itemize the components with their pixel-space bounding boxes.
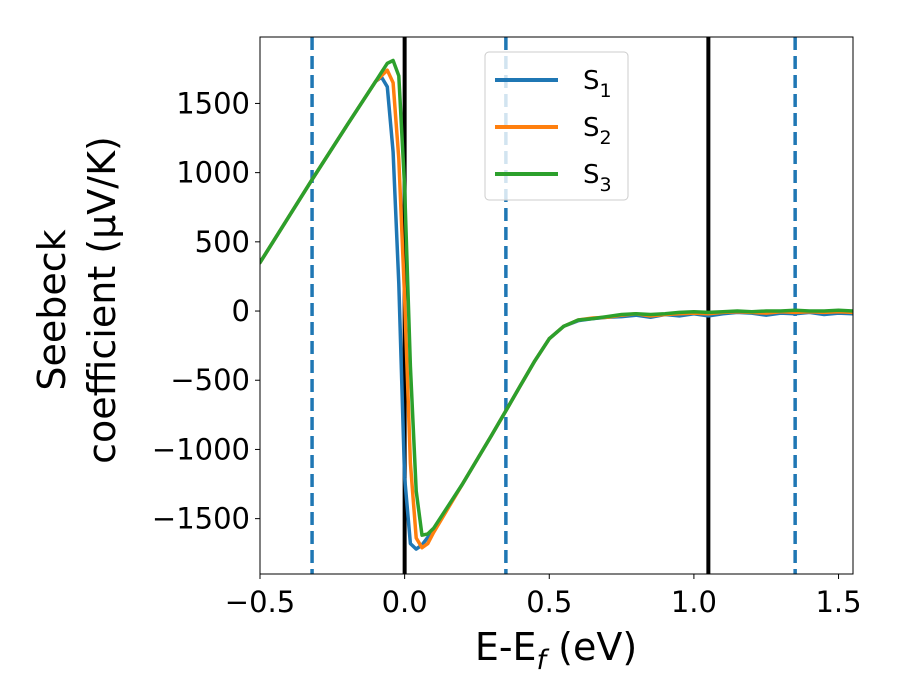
x-tick-label: −0.5: [225, 585, 295, 619]
y-tick-label: 500: [195, 225, 250, 259]
y-tick-label: 0: [232, 294, 250, 328]
x-axis-title: E-Ef (eV): [475, 625, 637, 676]
y-tick-label: −1500: [152, 502, 250, 536]
x-tick-label: 0.0: [382, 585, 428, 619]
y-tick-label: 1000: [176, 156, 250, 190]
x-tick-label: 0.5: [526, 585, 572, 619]
plot-frame: [259, 36, 854, 575]
x-tick-label: 1.0: [671, 585, 717, 619]
y-tick-label: 1500: [176, 86, 250, 120]
series-line-s3: [260, 58, 853, 537]
y-axis-title-line2: coefficient (μV/K): [80, 136, 124, 464]
legend: S1 S2 S3: [484, 51, 629, 201]
y-tick-label: −500: [170, 363, 250, 397]
y-tick-label: −1000: [152, 432, 250, 466]
series-lines: [260, 58, 853, 551]
y-axis-ticks: 1500 1000 500 0 −500 −1000 −1500: [152, 86, 260, 536]
legend-label-s2: S2: [583, 113, 612, 149]
legend-label-s1: S1: [583, 66, 612, 102]
x-tick-label: 1.5: [815, 585, 861, 619]
y-axis-title-line1: Seebeck: [30, 229, 74, 390]
legend-label-s3: S3: [583, 160, 612, 196]
x-axis-ticks: −0.5 0.0 0.5 1.0 1.5: [225, 574, 862, 619]
